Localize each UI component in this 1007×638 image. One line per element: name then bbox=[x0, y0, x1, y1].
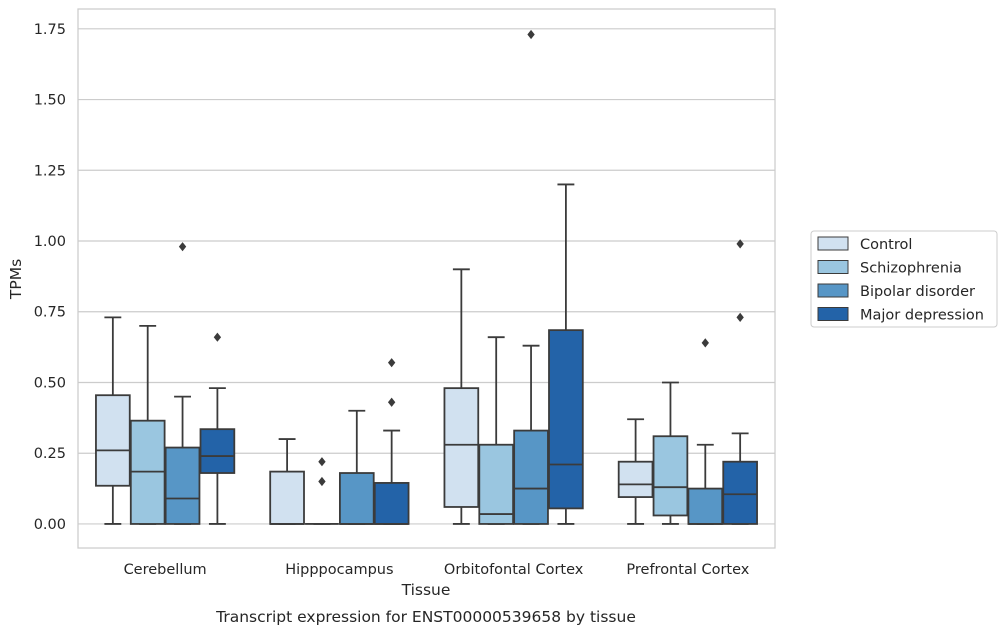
x-axis-label: Tissue bbox=[401, 581, 451, 599]
box-group bbox=[478, 336, 515, 525]
y-tick-label: 0.50 bbox=[34, 375, 66, 391]
box-group bbox=[687, 338, 724, 525]
outlier-point bbox=[736, 239, 744, 249]
box-group bbox=[164, 242, 201, 525]
x-tick-label: Hipppocampus bbox=[285, 562, 393, 578]
box-group bbox=[373, 358, 410, 525]
outlier-point bbox=[178, 242, 187, 252]
outlier-point bbox=[318, 476, 326, 487]
outlier-point bbox=[527, 29, 535, 40]
x-tick-label: Orbitofontal Cortex bbox=[444, 562, 584, 578]
box-group bbox=[548, 183, 584, 525]
box-iqr bbox=[652, 435, 689, 517]
legend-frame bbox=[810, 230, 998, 328]
y-tick-label: 1.25 bbox=[34, 163, 66, 179]
y-tick-label: 0.25 bbox=[34, 446, 66, 462]
outlier-point bbox=[213, 332, 222, 342]
box-group bbox=[129, 324, 166, 525]
legend-label: Control bbox=[860, 237, 912, 253]
y-tick-labels: 0.00 0.25 0.50 0.75 1.00 1.25 1.50 1.75 bbox=[34, 22, 66, 533]
x-tick-label: Cerebellum bbox=[124, 562, 207, 578]
outlier-point bbox=[318, 457, 326, 467]
box-layer bbox=[95, 29, 758, 525]
box-iqr bbox=[269, 470, 305, 525]
legend-swatch bbox=[817, 236, 849, 251]
outlier-point bbox=[701, 338, 709, 348]
y-tick-label: 0.00 bbox=[34, 517, 66, 533]
legend-label: Major depression bbox=[860, 308, 984, 324]
legend-swatch bbox=[817, 260, 849, 274]
legend-label: Schizophrenia bbox=[860, 261, 962, 277]
box-iqr bbox=[95, 394, 131, 487]
box-group bbox=[513, 29, 549, 525]
legend-swatch bbox=[817, 283, 849, 298]
box-iqr bbox=[338, 472, 375, 525]
box-iqr bbox=[443, 387, 480, 508]
box-group bbox=[443, 268, 480, 525]
box-iqr bbox=[548, 329, 584, 510]
box-group bbox=[652, 381, 689, 525]
box-group bbox=[305, 457, 339, 525]
box-iqr bbox=[373, 482, 410, 525]
plot-frame bbox=[77, 8, 776, 549]
y-tick-label: 0.75 bbox=[34, 305, 66, 321]
box-iqr bbox=[513, 429, 549, 525]
box-group bbox=[617, 418, 654, 525]
outlier-point bbox=[387, 397, 396, 407]
outlier-point bbox=[387, 358, 396, 368]
legend-items: Control Schizophrenia Bipolar disorder Majo… bbox=[817, 236, 984, 324]
box-iqr bbox=[722, 460, 758, 525]
box-iqr bbox=[687, 487, 724, 525]
legend: Control Schizophrenia Bipolar disorder Majo… bbox=[810, 230, 998, 328]
y-tick-label: 1.50 bbox=[34, 93, 66, 109]
box-group bbox=[722, 239, 758, 525]
y-tick-label: 1.00 bbox=[34, 234, 66, 250]
box-iqr bbox=[164, 446, 201, 525]
legend-label: Bipolar disorder bbox=[860, 284, 975, 300]
box-group bbox=[338, 409, 375, 525]
box-iqr bbox=[617, 460, 654, 498]
outlier-point bbox=[736, 312, 744, 323]
box-iqr bbox=[199, 428, 236, 474]
box-group bbox=[199, 332, 236, 525]
box-group bbox=[95, 316, 131, 525]
box-iqr bbox=[478, 443, 515, 525]
box-group bbox=[269, 438, 305, 525]
y-tick-label: 1.75 bbox=[34, 22, 66, 38]
x-tick-label: Prefrontal Cortex bbox=[626, 562, 749, 578]
chart-caption: Transcript expression for ENST0000053965… bbox=[215, 608, 636, 626]
x-tick-labels: Cerebellum Hipppocampus Orbitofontal Corte… bbox=[124, 562, 750, 578]
legend-swatch bbox=[817, 307, 849, 321]
y-axis-label: TPMs bbox=[7, 259, 25, 300]
